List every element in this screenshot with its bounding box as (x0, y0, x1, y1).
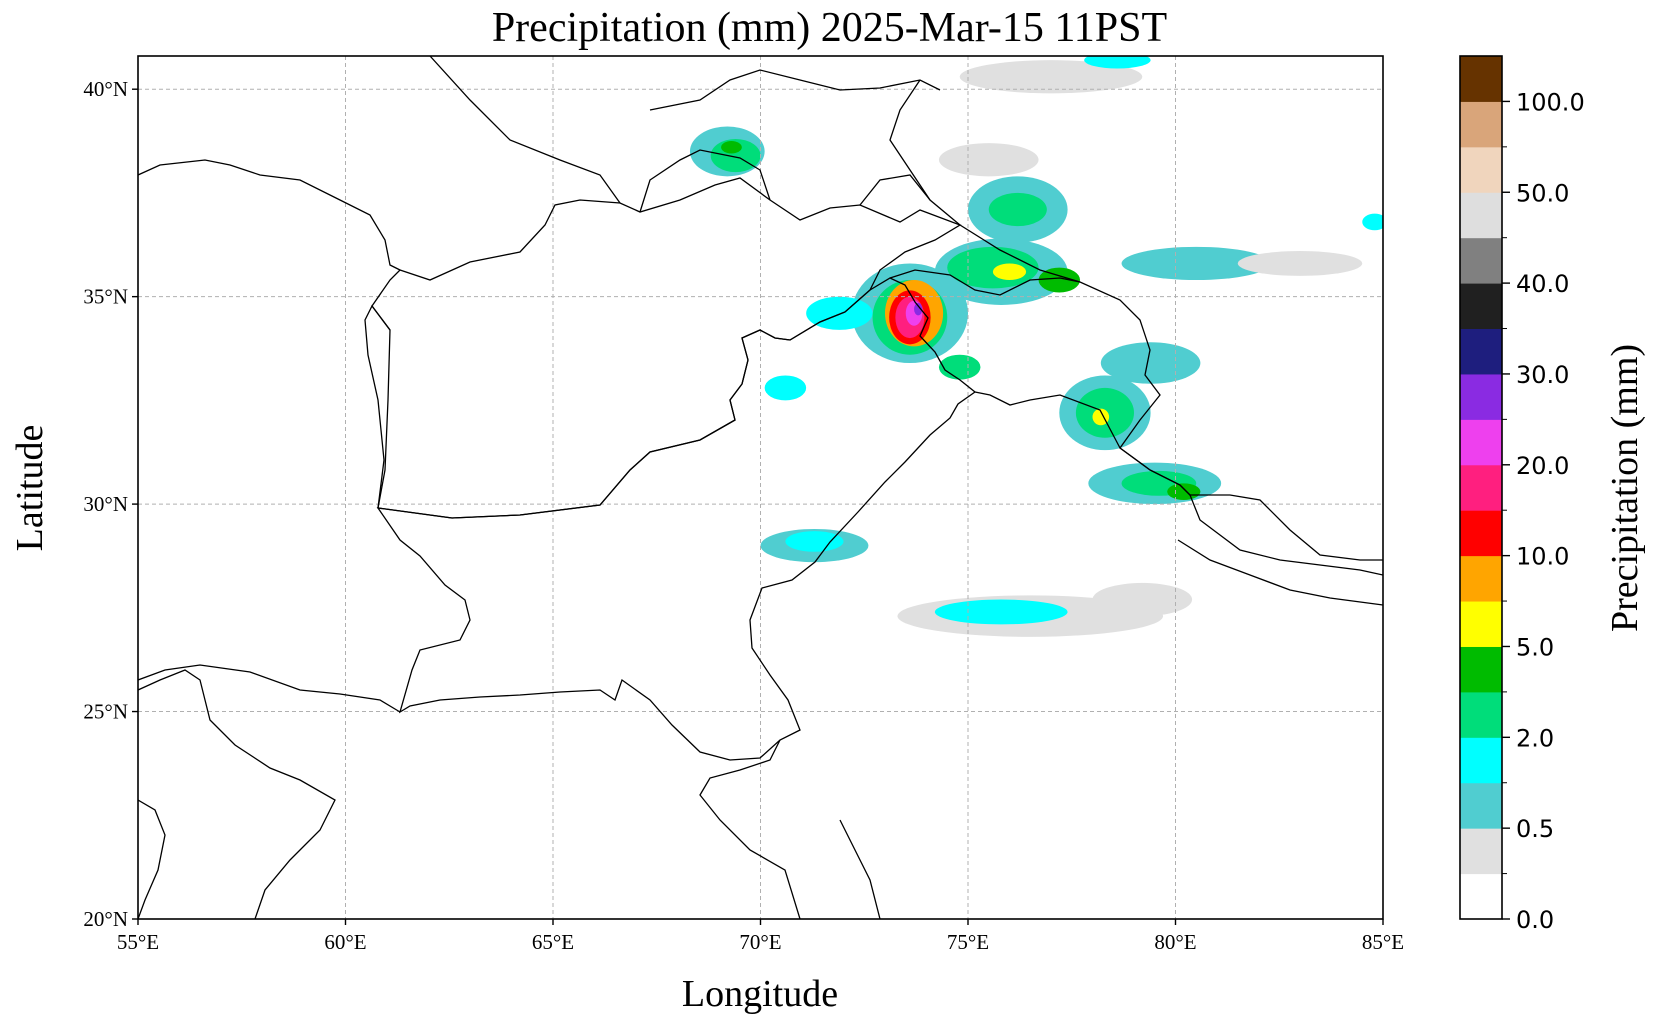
precip-cell (1092, 582, 1193, 617)
colorbar-tick-label: 20.0 (1516, 452, 1569, 480)
oman-interior (138, 799, 166, 919)
precip-cell (1167, 483, 1201, 500)
colorbar-band (1460, 510, 1502, 557)
border-india (974, 391, 1383, 576)
colorbar-band (1460, 646, 1502, 693)
colorbar-frame (1459, 55, 1503, 920)
border-tajik-china (859, 174, 931, 206)
precip-cell (785, 531, 844, 552)
colorbar-band (1460, 419, 1502, 466)
colorbar-band (1460, 691, 1502, 738)
x-tick-label: 75°E (947, 930, 989, 954)
nepal-south (1177, 539, 1383, 606)
colorbar-tick-label: 0.5 (1516, 815, 1554, 843)
colorbar-band (1460, 828, 1502, 875)
colorbar-band (1460, 56, 1502, 102)
colorbar-label: Precipitation (mm) (1604, 344, 1646, 632)
colorbar-tick-label: 50.0 (1516, 179, 1569, 207)
border-kashmir-loc (889, 269, 1081, 296)
precip-cell (1084, 56, 1151, 69)
colorbar-band (1460, 555, 1502, 602)
colorbar-ticks: 0.0 0.5 2.0 5.0 10.0 20.0 30.0 40.0 50.0 100.0 (1502, 88, 1585, 934)
precip-cell (959, 60, 1143, 94)
colorbar-band (1460, 782, 1502, 829)
colorbar-band (1460, 146, 1502, 193)
precip-cell (914, 302, 923, 316)
country-borders (138, 56, 1383, 919)
colorbar-tick-label: 30.0 (1516, 361, 1569, 389)
border-central-asia-3 (649, 69, 941, 111)
gridlines (138, 56, 1383, 919)
precip-cell (1237, 251, 1363, 276)
border-central-asia-1 (429, 56, 621, 204)
precip-cell (1100, 342, 1201, 384)
x-tick-label: 55°E (117, 930, 159, 954)
oman-coast (138, 669, 336, 919)
colorbar-tick-label: 40.0 (1516, 270, 1569, 298)
colorbar-tick-label: 2.0 (1516, 724, 1554, 752)
precip-cell (992, 263, 1027, 281)
x-axis-ticks: 55°E 60°E 65°E 70°E 75°E 80°E 85°E (117, 919, 1404, 954)
precip-cell (938, 354, 981, 380)
y-tick-label: 40°N (83, 77, 128, 101)
precip-cell (938, 143, 1039, 177)
y-axis-label: Latitude (9, 425, 51, 552)
india-coast-west (839, 819, 881, 919)
precip-cell (764, 375, 807, 401)
colorbar (1460, 56, 1502, 920)
x-axis-label: Longitude (682, 973, 838, 1015)
x-tick-label: 70°E (739, 930, 781, 954)
colorbar-tick-label: 100.0 (1516, 88, 1585, 116)
precip-cell (934, 599, 1068, 625)
x-tick-label: 85°E (1362, 930, 1404, 954)
colorbar-band (1460, 328, 1502, 375)
x-tick-label: 60°E (324, 930, 366, 954)
colorbar-tick-label: 0.0 (1516, 906, 1554, 934)
precip-cell (1092, 408, 1110, 426)
precip-cell (988, 192, 1047, 227)
border-central-asia-2 (639, 149, 771, 213)
colorbar-band (1460, 601, 1502, 647)
border-iran-coast (138, 664, 401, 713)
border-iran-east (364, 304, 391, 509)
border-afghanistan (371, 177, 962, 519)
border-kyrgyz-china (889, 79, 961, 226)
y-tick-label: 30°N (83, 492, 128, 516)
colorbar-band (1460, 192, 1502, 239)
y-tick-label: 25°N (83, 700, 128, 724)
x-tick-label: 80°E (1154, 930, 1196, 954)
colorbar-band (1460, 283, 1502, 330)
colorbar-band (1460, 464, 1502, 511)
colorbar-tick-label: 5.0 (1516, 633, 1554, 661)
colorbar-band (1460, 237, 1502, 284)
x-tick-label: 65°E (532, 930, 574, 954)
precip-cell (1362, 213, 1383, 231)
border-iran-north (138, 159, 401, 271)
colorbar-band (1460, 873, 1502, 920)
y-axis-ticks: 20°N 25°N 30°N 35°N 40°N (83, 77, 138, 931)
precip-cell (1121, 246, 1271, 281)
colorbar-tick-label: 10.0 (1516, 543, 1569, 571)
colorbar-band (1460, 737, 1502, 784)
colorbar-band (1460, 373, 1502, 420)
colorbar-band (1460, 101, 1502, 148)
nepal-border (1190, 494, 1383, 561)
india-coast-gujarat (699, 739, 801, 919)
y-tick-label: 20°N (83, 907, 128, 931)
precip-cell (1038, 267, 1081, 293)
map-title: Precipitation (mm) 2025-Mar-15 11PST (491, 5, 1168, 51)
y-tick-label: 35°N (83, 285, 128, 309)
precip-cell (721, 141, 742, 154)
